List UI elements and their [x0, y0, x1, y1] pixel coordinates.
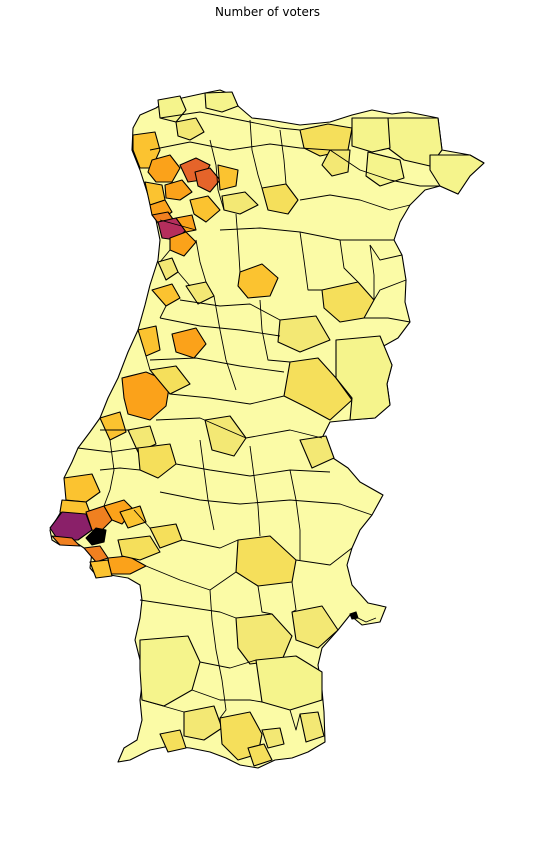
region [139, 635, 201, 707]
region [164, 179, 193, 201]
region [117, 535, 161, 561]
region [171, 327, 207, 359]
region [151, 283, 181, 307]
region [299, 711, 325, 743]
region [351, 117, 391, 153]
region [63, 473, 101, 503]
region [137, 443, 177, 479]
region [217, 164, 239, 191]
region [147, 154, 181, 183]
region [99, 411, 127, 441]
region [277, 315, 331, 353]
region [51, 535, 81, 547]
region [85, 527, 107, 546]
region [137, 325, 161, 357]
region [175, 117, 205, 141]
region [429, 154, 485, 195]
region [204, 91, 239, 113]
region [349, 611, 359, 620]
region [194, 167, 221, 193]
region [189, 195, 221, 223]
map-title: Number of voters [214, 5, 321, 19]
region [149, 365, 191, 395]
region [169, 231, 197, 257]
region [159, 729, 187, 753]
region [261, 183, 299, 215]
region [247, 743, 273, 767]
region [183, 705, 223, 741]
region [299, 435, 335, 469]
region [283, 357, 353, 421]
region [291, 605, 339, 649]
region [119, 505, 147, 529]
region [89, 559, 113, 579]
region [335, 335, 393, 421]
region [127, 425, 157, 453]
region [321, 149, 351, 177]
region [121, 371, 171, 421]
region [85, 505, 113, 533]
municipality-borders [77, 111, 440, 731]
region [204, 415, 247, 457]
region [237, 263, 279, 299]
region [261, 727, 285, 749]
